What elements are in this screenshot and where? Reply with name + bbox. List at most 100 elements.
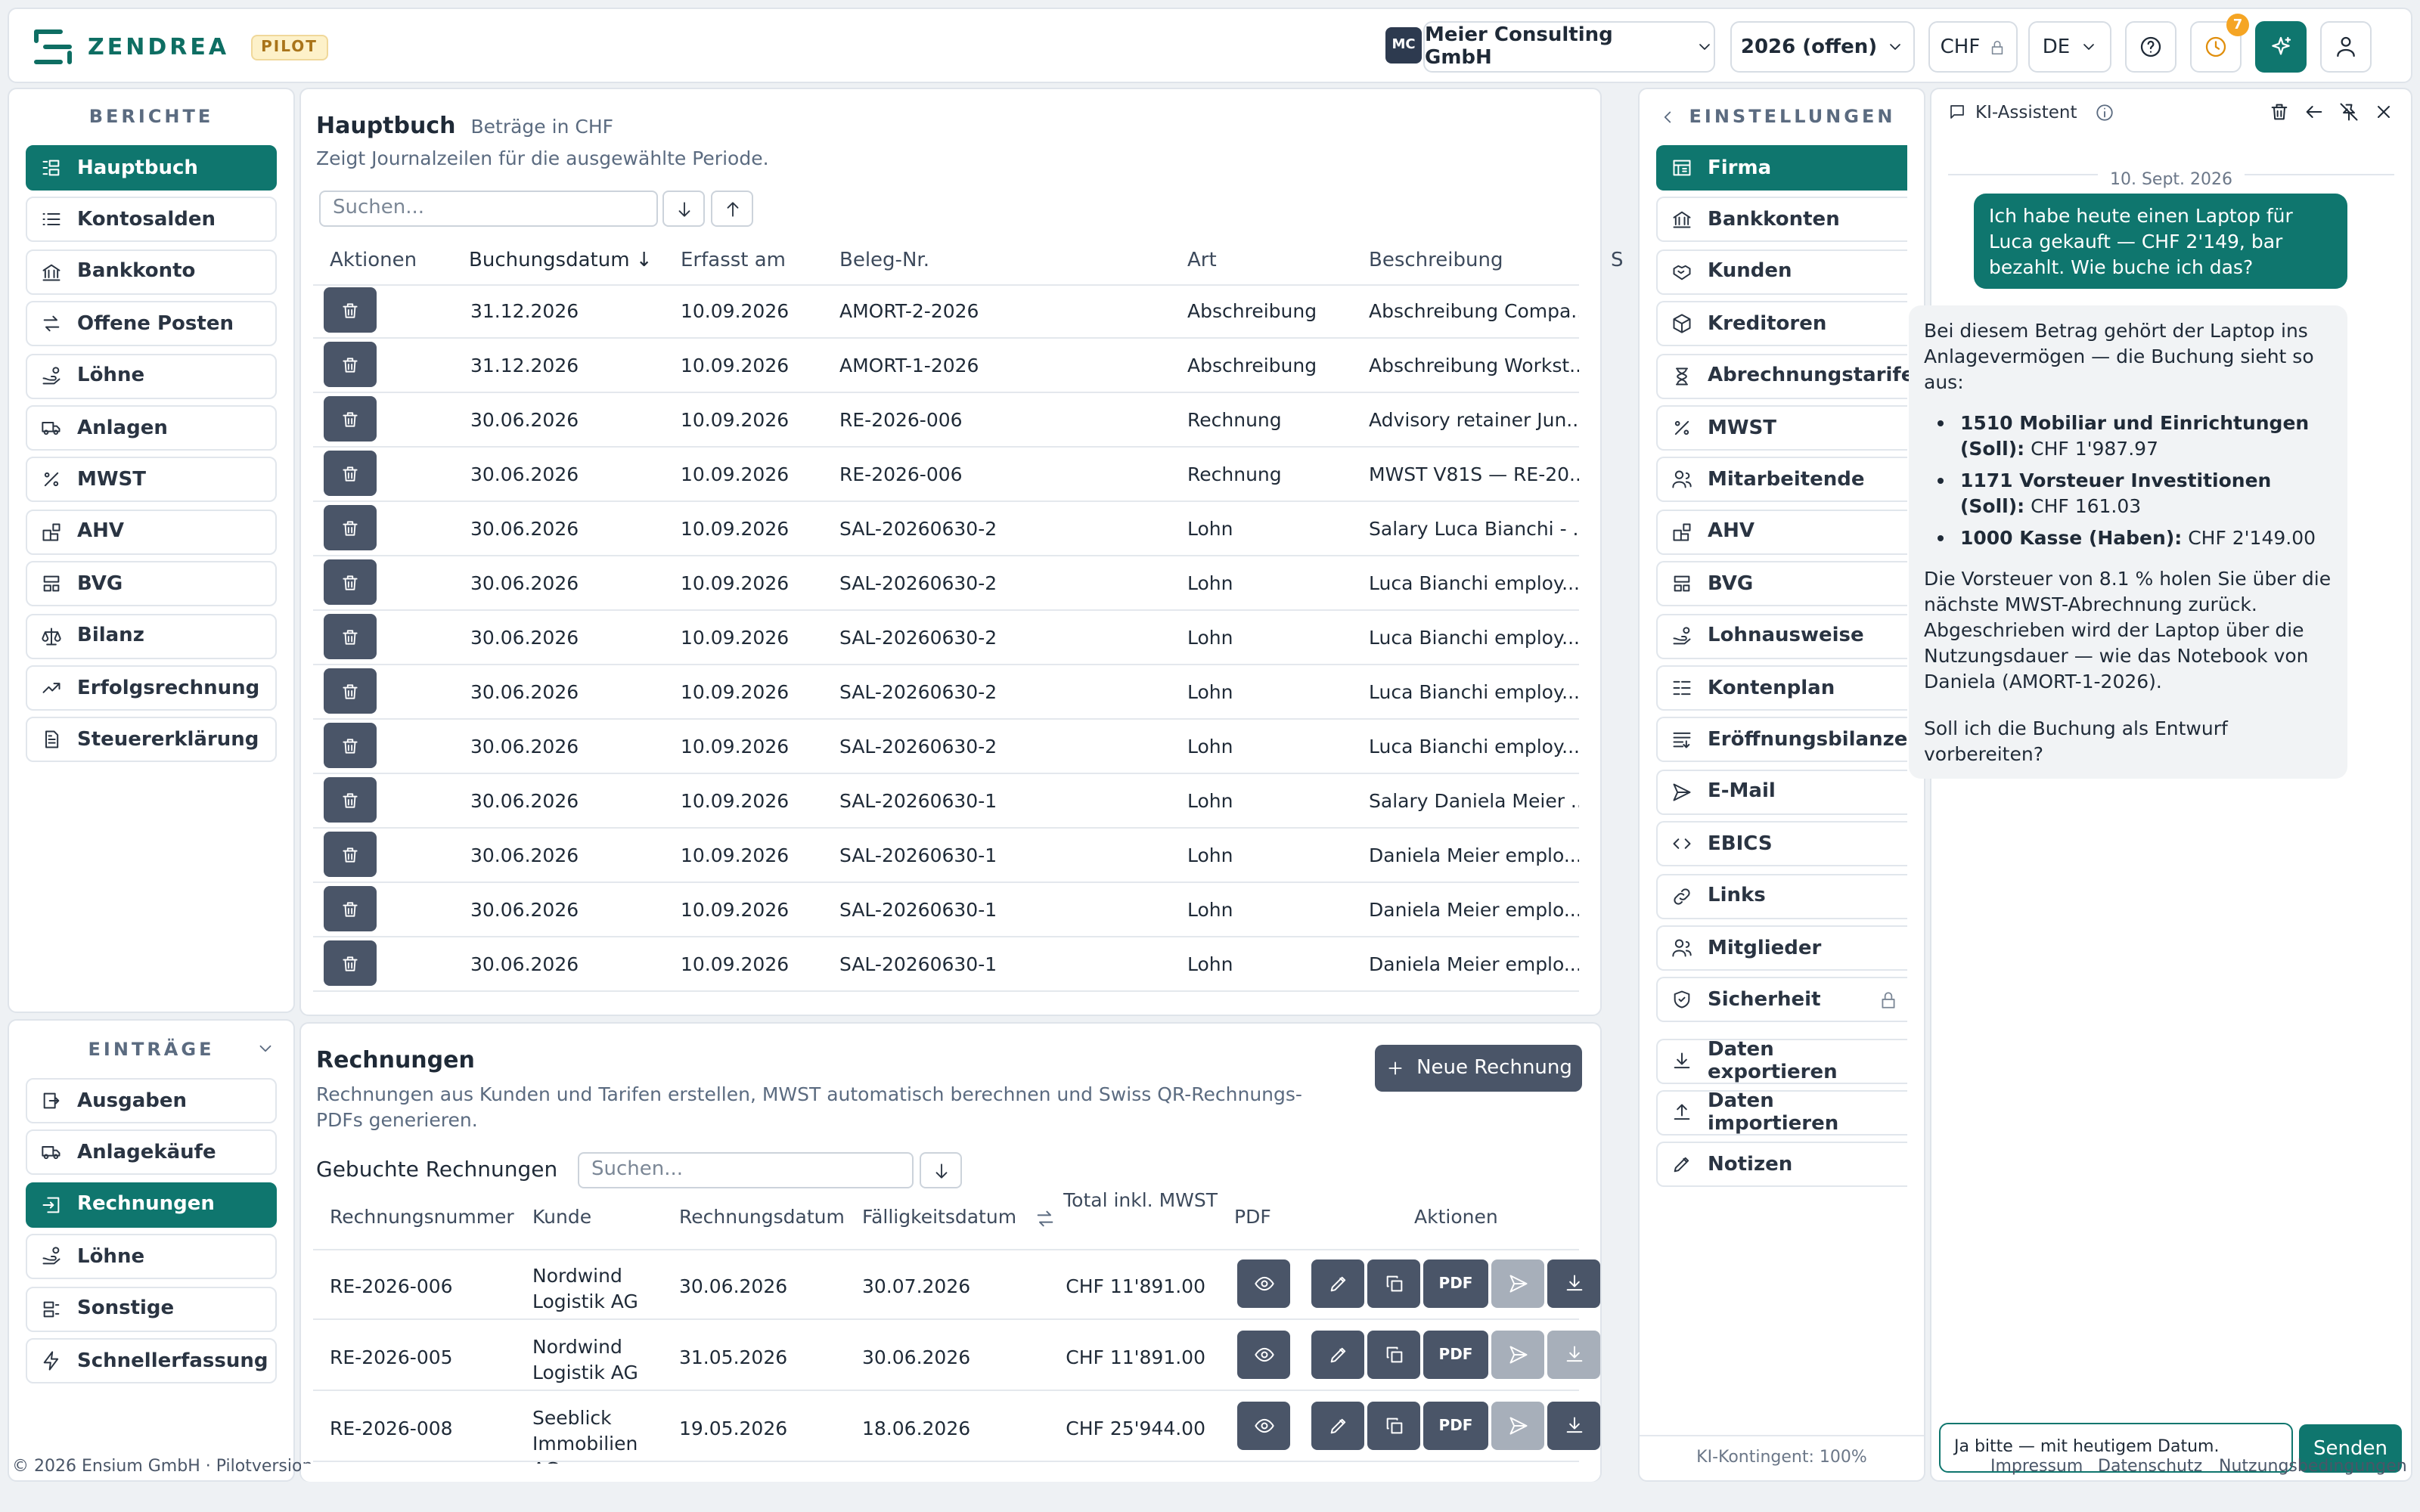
settings-import-button[interactable]: Daten importieren bbox=[1656, 1090, 1907, 1136]
user-menu-button[interactable] bbox=[2320, 21, 2372, 73]
delete-entry-button[interactable] bbox=[324, 451, 377, 496]
report-item-bilanz[interactable]: Bilanz bbox=[26, 613, 277, 659]
ledger-import-button[interactable] bbox=[711, 191, 753, 227]
report-item-mwst[interactable]: MWST bbox=[26, 457, 277, 503]
delete-entry-button[interactable] bbox=[324, 940, 377, 986]
report-item-hauptbuch[interactable]: Hauptbuch bbox=[26, 145, 277, 191]
settings-item-links[interactable]: Links bbox=[1656, 873, 1907, 919]
currency-select[interactable]: CHF bbox=[1928, 21, 2018, 73]
report-item-kontosalden[interactable]: Kontosalden bbox=[26, 197, 277, 243]
delete-entry-button[interactable] bbox=[324, 723, 377, 768]
delete-entry-button[interactable] bbox=[324, 614, 377, 659]
report-item-ahv[interactable]: AHV bbox=[26, 509, 277, 555]
sort-swap-icon[interactable] bbox=[1035, 1208, 1056, 1229]
terms-link[interactable]: Nutzungsbedingungen bbox=[2219, 1456, 2407, 1476]
settings-item-firma[interactable]: Firma bbox=[1656, 145, 1907, 191]
settings-item-mitglieder[interactable]: Mitglieder bbox=[1656, 925, 1907, 971]
download-invoice-button[interactable] bbox=[1547, 1402, 1600, 1450]
entry-item-ausgaben[interactable]: Ausgaben bbox=[26, 1078, 277, 1123]
invoice-col-0[interactable]: Rechnungsnummer bbox=[330, 1205, 514, 1228]
entry-item-rechnungen[interactable]: Rechnungen bbox=[26, 1182, 277, 1228]
ledger-col-3[interactable]: Beleg-Nr. bbox=[839, 249, 929, 272]
invoice-search-input[interactable]: Suchen... bbox=[578, 1152, 914, 1188]
help-button[interactable] bbox=[2125, 21, 2176, 73]
privacy-link[interactable]: Datenschutz bbox=[2098, 1456, 2203, 1476]
company-select[interactable]: Meier Consulting GmbH bbox=[1423, 21, 1715, 73]
ledger-col-6[interactable]: S bbox=[1611, 249, 1624, 272]
impressum-link[interactable]: Impressum bbox=[1990, 1456, 2083, 1476]
settings-item-kontenplan[interactable]: Kontenplan bbox=[1656, 665, 1907, 711]
download-invoice-button[interactable] bbox=[1547, 1259, 1600, 1308]
pdf-button[interactable]: PDF bbox=[1423, 1331, 1488, 1379]
duplicate-button[interactable] bbox=[1367, 1331, 1420, 1379]
invoice-col-1[interactable]: Kunde bbox=[532, 1205, 592, 1228]
delete-entry-button[interactable] bbox=[324, 832, 377, 877]
ledger-col-4[interactable]: Art bbox=[1187, 249, 1217, 272]
settings-item-sicherheit[interactable]: Sicherheit bbox=[1656, 977, 1907, 1023]
preview-button[interactable] bbox=[1237, 1331, 1290, 1379]
info-icon[interactable] bbox=[2096, 102, 2115, 122]
trash-icon[interactable] bbox=[2269, 101, 2290, 122]
preview-button[interactable] bbox=[1237, 1402, 1290, 1450]
chat-input[interactable]: Ja bitte — mit heutigem Datum. bbox=[1939, 1423, 2293, 1473]
settings-header[interactable]: EINSTELLUNGEN bbox=[1640, 106, 1924, 130]
entry-item-sonstige[interactable]: Sonstige bbox=[26, 1286, 277, 1332]
settings-item-abrechnungstarife[interactable]: Abrechnungstarife bbox=[1656, 353, 1914, 399]
edit-button[interactable] bbox=[1311, 1259, 1364, 1308]
invoice-col-4[interactable]: Total inkl. MWST bbox=[1063, 1188, 1218, 1211]
delete-entry-button[interactable] bbox=[324, 668, 377, 714]
pdf-button[interactable]: PDF bbox=[1423, 1402, 1488, 1450]
new-invoice-button[interactable]: Neue Rechnung bbox=[1375, 1045, 1582, 1092]
duplicate-button[interactable] bbox=[1367, 1259, 1420, 1308]
delete-entry-button[interactable] bbox=[324, 287, 377, 333]
report-item-anlagen[interactable]: Anlagen bbox=[26, 405, 277, 451]
delete-entry-button[interactable] bbox=[324, 559, 377, 605]
settings-export-button[interactable]: Daten exportieren bbox=[1656, 1039, 1907, 1084]
invoice-col-3[interactable]: Fälligkeitsdatum bbox=[862, 1205, 1017, 1228]
entry-item-loehne[interactable]: Löhne bbox=[26, 1234, 277, 1280]
ledger-col-5[interactable]: Beschreibung bbox=[1369, 249, 1503, 272]
settings-item-mitarbeitende[interactable]: Mitarbeitende bbox=[1656, 457, 1907, 503]
ledger-export-button[interactable] bbox=[662, 191, 705, 227]
download-invoice-button[interactable] bbox=[1547, 1331, 1600, 1379]
report-item-offene-posten[interactable]: Offene Posten bbox=[26, 301, 277, 347]
unpin-icon[interactable] bbox=[2338, 101, 2360, 122]
entry-item-schnellerfassung[interactable]: Schnellerfassung bbox=[26, 1338, 277, 1383]
ai-assistant-toggle[interactable] bbox=[2255, 21, 2307, 73]
settings-item-e-mail[interactable]: E-Mail bbox=[1656, 769, 1907, 815]
preview-button[interactable] bbox=[1237, 1259, 1290, 1308]
edit-button[interactable] bbox=[1311, 1402, 1364, 1450]
delete-entry-button[interactable] bbox=[324, 886, 377, 931]
entry-item-anlagekaeufe[interactable]: Anlagekäufe bbox=[26, 1129, 277, 1176]
report-item-erfolgsrechnung[interactable]: Erfolgsrechnung bbox=[26, 665, 277, 711]
year-select[interactable]: 2026 (offen) bbox=[1730, 21, 1915, 73]
language-select[interactable]: DE bbox=[2028, 21, 2111, 73]
report-item-steuererklaerung[interactable]: Steuererklärung bbox=[26, 717, 277, 763]
app-logo[interactable]: ZENDREA PILOT bbox=[30, 26, 328, 68]
settings-item-eroeffnungsbilanzen[interactable]: Eröffnungsbilanzen bbox=[1656, 717, 1922, 763]
back-arrow-icon[interactable] bbox=[2304, 101, 2325, 122]
send-invoice-button[interactable] bbox=[1491, 1259, 1544, 1308]
ledger-search-input[interactable]: Suchen... bbox=[319, 191, 658, 227]
settings-item-ebics[interactable]: EBICS bbox=[1656, 821, 1907, 867]
report-item-bankkonto[interactable]: Bankkonto bbox=[26, 249, 277, 295]
delete-entry-button[interactable] bbox=[324, 342, 377, 387]
notifications-button[interactable]: 7 bbox=[2190, 14, 2249, 73]
delete-entry-button[interactable] bbox=[324, 396, 377, 442]
invoice-col-2[interactable]: Rechnungsdatum bbox=[679, 1205, 845, 1228]
settings-item-kunden[interactable]: Kunden bbox=[1656, 249, 1907, 295]
delete-entry-button[interactable] bbox=[324, 505, 377, 550]
settings-item-bvg[interactable]: BVG bbox=[1656, 561, 1907, 607]
invoice-export-button[interactable] bbox=[920, 1152, 962, 1188]
close-icon[interactable] bbox=[2373, 101, 2394, 122]
settings-item-mwst[interactable]: MWST bbox=[1656, 405, 1907, 451]
send-invoice-button[interactable] bbox=[1491, 1331, 1544, 1379]
report-item-loehne[interactable]: Löhne bbox=[26, 353, 277, 399]
settings-item-kreditoren[interactable]: Kreditoren bbox=[1656, 301, 1907, 347]
settings-item-bankkonten[interactable]: Bankkonten bbox=[1656, 197, 1907, 243]
settings-item-ahv[interactable]: AHV bbox=[1656, 509, 1907, 555]
send-button[interactable]: Senden bbox=[2299, 1424, 2402, 1473]
report-item-bvg[interactable]: BVG bbox=[26, 561, 277, 607]
pdf-button[interactable]: PDF bbox=[1423, 1259, 1488, 1308]
settings-item-lohnausweise[interactable]: Lohnausweise bbox=[1656, 613, 1907, 659]
